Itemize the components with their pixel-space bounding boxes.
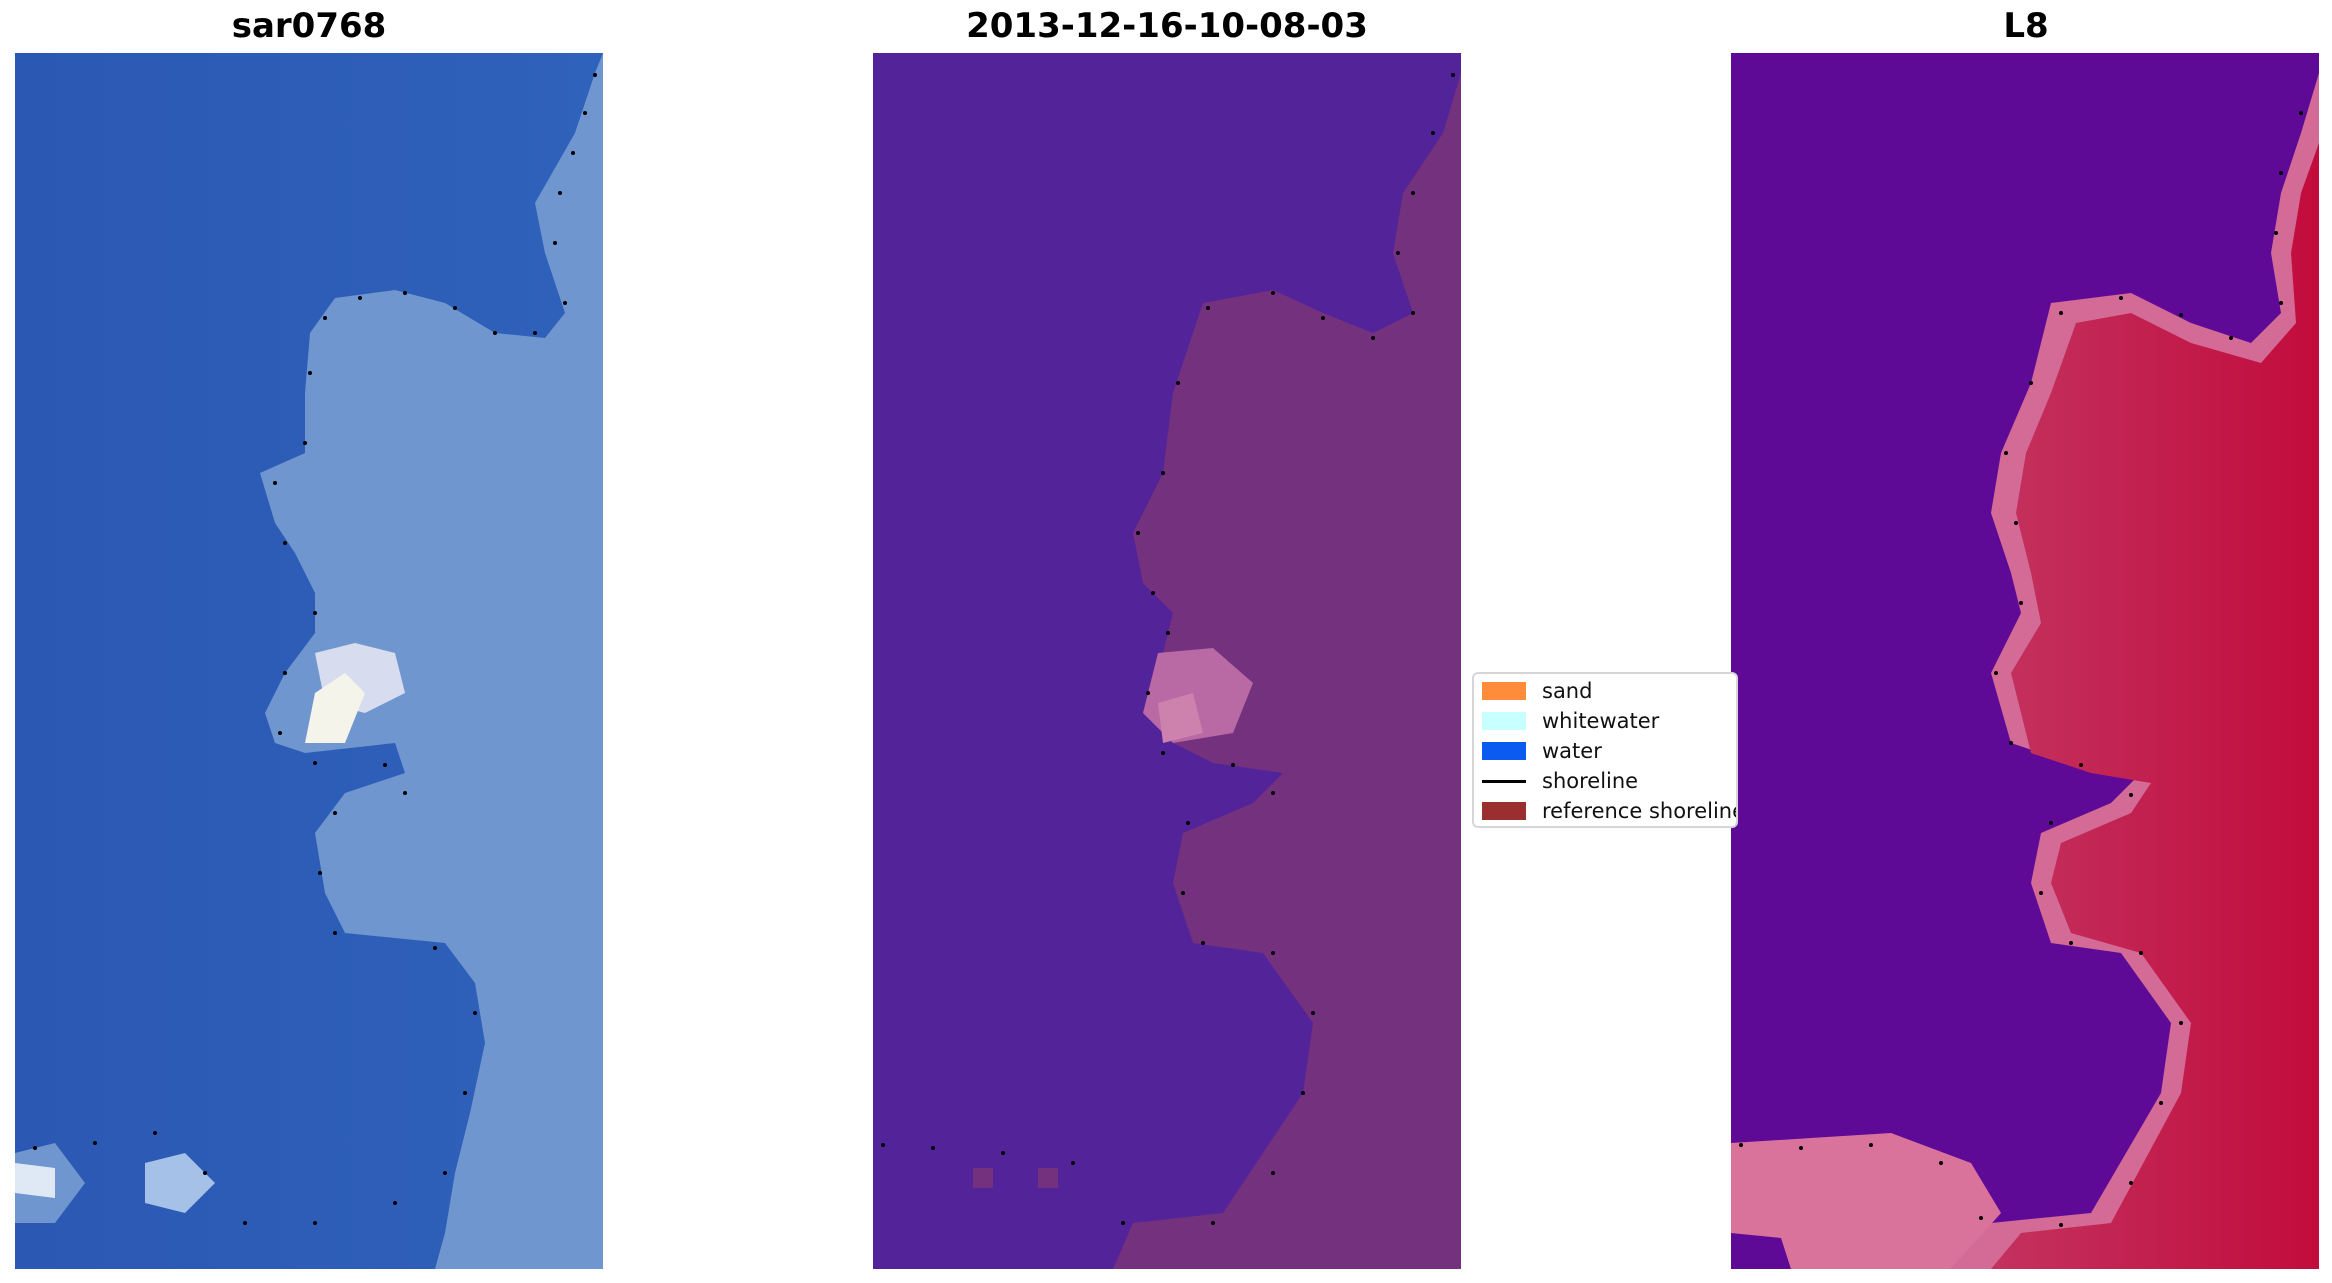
- legend-label-water: water: [1542, 739, 1602, 763]
- legend-label-shoreline: shoreline: [1542, 769, 1639, 793]
- legend-swatch-reference-shoreline: [1482, 802, 1526, 820]
- legend-label-reference-shoreline: reference shoreline: [1542, 799, 1738, 823]
- legend-item-reference-shoreline: reference shoreline: [1482, 798, 1738, 824]
- legend-item-whitewater: whitewater: [1482, 708, 1659, 734]
- legend-item-water: water: [1482, 738, 1602, 764]
- index-image-panel: [1731, 53, 2319, 1269]
- legend-label-sand: sand: [1542, 679, 1593, 703]
- classified-image-panel: [873, 53, 1461, 1269]
- legend-swatch-sand: [1482, 682, 1526, 700]
- panel-title-index: L8: [2003, 6, 2049, 46]
- legend-swatch-whitewater: [1482, 712, 1526, 730]
- legend-label-whitewater: whitewater: [1542, 709, 1660, 733]
- legend: sand whitewater water shoreline referenc…: [1472, 672, 1738, 828]
- legend-swatch-water: [1482, 742, 1526, 760]
- legend-item-sand: sand: [1482, 678, 1592, 704]
- panel-title-rgb: sar0768: [231, 6, 387, 46]
- rgb-image-panel: [15, 53, 603, 1269]
- legend-line-shoreline: [1482, 779, 1526, 783]
- panel-title-classified: 2013-12-16-10-08-03: [966, 6, 1368, 46]
- legend-item-shoreline: shoreline: [1482, 768, 1638, 794]
